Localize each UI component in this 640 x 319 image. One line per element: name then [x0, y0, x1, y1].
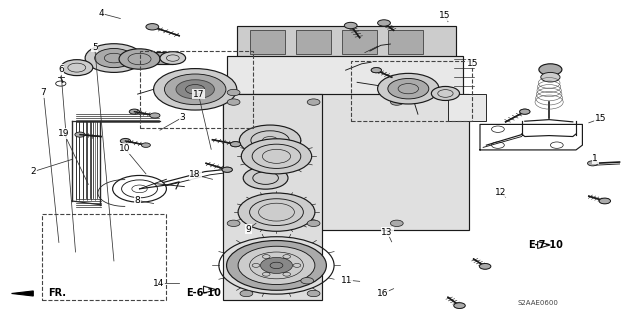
- Circle shape: [240, 290, 253, 297]
- Circle shape: [119, 49, 160, 69]
- Bar: [388, 30, 423, 54]
- Text: 3: 3: [180, 113, 185, 122]
- Circle shape: [85, 44, 143, 72]
- Circle shape: [378, 73, 439, 104]
- Circle shape: [371, 68, 381, 73]
- Circle shape: [222, 167, 232, 172]
- Circle shape: [227, 241, 326, 290]
- Polygon shape: [538, 241, 550, 249]
- Circle shape: [600, 198, 610, 204]
- Circle shape: [307, 220, 320, 226]
- Circle shape: [520, 109, 530, 114]
- Circle shape: [61, 60, 93, 76]
- Bar: [223, 94, 322, 300]
- Circle shape: [346, 23, 356, 28]
- Circle shape: [146, 24, 159, 30]
- Circle shape: [378, 20, 390, 26]
- Bar: [351, 61, 472, 121]
- Circle shape: [390, 89, 403, 96]
- Bar: [296, 30, 331, 54]
- Circle shape: [301, 278, 314, 284]
- Circle shape: [454, 303, 465, 308]
- Bar: [142, 52, 173, 64]
- Bar: [342, 30, 377, 54]
- Text: 5: 5: [92, 43, 97, 52]
- Circle shape: [120, 138, 131, 144]
- Circle shape: [260, 257, 292, 273]
- Circle shape: [390, 99, 403, 105]
- Circle shape: [75, 132, 85, 137]
- Circle shape: [371, 68, 381, 73]
- Circle shape: [227, 99, 240, 105]
- Text: S2AAE0600: S2AAE0600: [517, 300, 558, 306]
- Circle shape: [379, 20, 389, 26]
- Text: 15: 15: [467, 59, 478, 68]
- Circle shape: [150, 113, 160, 118]
- Circle shape: [480, 264, 490, 269]
- Circle shape: [238, 193, 315, 231]
- Text: 15: 15: [595, 114, 606, 123]
- Circle shape: [588, 161, 598, 166]
- Text: 15: 15: [439, 11, 451, 20]
- Circle shape: [227, 220, 240, 226]
- Circle shape: [176, 80, 214, 99]
- Bar: [223, 94, 469, 230]
- Circle shape: [239, 125, 301, 156]
- Circle shape: [388, 78, 429, 99]
- Circle shape: [147, 24, 157, 29]
- Text: 8: 8: [135, 196, 140, 205]
- Circle shape: [307, 290, 320, 297]
- Circle shape: [160, 52, 186, 64]
- Text: 6: 6: [58, 65, 63, 74]
- Text: 2: 2: [31, 167, 36, 176]
- Circle shape: [141, 143, 150, 147]
- Text: 9: 9: [246, 225, 251, 234]
- Circle shape: [227, 89, 240, 96]
- Circle shape: [241, 139, 312, 174]
- Circle shape: [479, 263, 491, 269]
- Polygon shape: [204, 286, 216, 293]
- Text: 7: 7: [41, 88, 46, 97]
- Bar: [227, 56, 463, 96]
- Text: 19: 19: [58, 129, 70, 138]
- Circle shape: [390, 220, 403, 226]
- Circle shape: [431, 86, 460, 100]
- Circle shape: [599, 198, 611, 204]
- Circle shape: [129, 109, 140, 114]
- Polygon shape: [12, 291, 33, 296]
- Circle shape: [541, 72, 560, 82]
- Bar: [448, 94, 486, 121]
- Text: 4: 4: [99, 9, 104, 18]
- Circle shape: [95, 48, 133, 68]
- Text: E-6-10: E-6-10: [186, 288, 221, 299]
- Text: 1: 1: [593, 154, 598, 163]
- Text: 10: 10: [119, 144, 131, 153]
- Bar: [250, 30, 285, 54]
- Circle shape: [238, 246, 315, 285]
- Text: 17: 17: [193, 90, 204, 99]
- Circle shape: [164, 74, 226, 105]
- Circle shape: [230, 142, 241, 147]
- Text: 14: 14: [153, 279, 164, 288]
- Bar: [237, 26, 456, 57]
- Circle shape: [154, 69, 237, 110]
- Text: FR.: FR.: [48, 288, 66, 299]
- Circle shape: [454, 303, 465, 308]
- Circle shape: [307, 99, 320, 105]
- Circle shape: [344, 22, 357, 29]
- Text: E-7-10: E-7-10: [528, 240, 563, 250]
- Circle shape: [520, 109, 530, 114]
- Text: 16: 16: [377, 289, 388, 298]
- Text: 12: 12: [495, 188, 506, 197]
- Circle shape: [539, 64, 562, 75]
- Circle shape: [222, 167, 232, 172]
- Bar: [42, 214, 166, 300]
- Bar: [140, 51, 253, 128]
- Text: 11: 11: [341, 276, 353, 285]
- Text: 18: 18: [189, 170, 201, 179]
- Circle shape: [230, 142, 241, 147]
- Circle shape: [243, 167, 288, 189]
- Text: 13: 13: [381, 228, 393, 237]
